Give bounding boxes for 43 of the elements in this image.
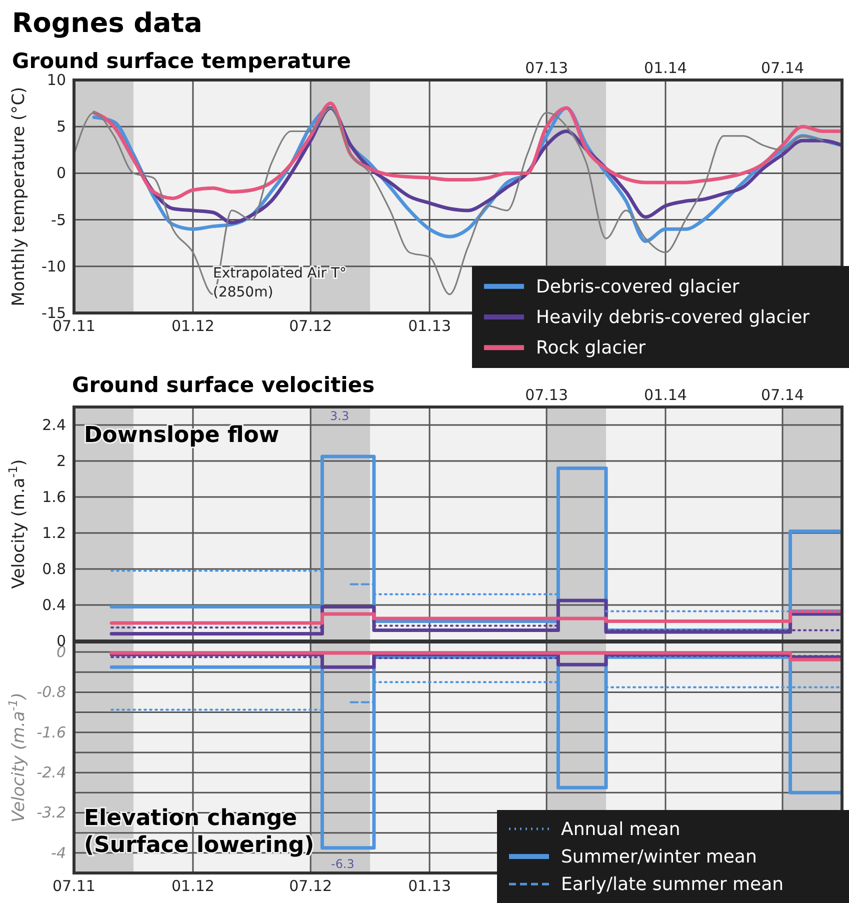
y-tick-label: -4 [51, 844, 66, 862]
chart-subtitle: Ground surface temperature [12, 49, 351, 73]
x-tick-label: 07.11 [52, 877, 96, 895]
y-tick-label: -1.6 [36, 723, 66, 742]
x-tick-label: 07.11 [52, 317, 96, 335]
x-tick-label: 07.14 [761, 386, 804, 404]
line-series [92, 102, 842, 200]
y-tick-label: 1.2 [42, 524, 66, 542]
y-tick-label: -3.2 [36, 804, 66, 822]
x2-tick-label: 07.13 [525, 59, 568, 77]
x-tick-label: 07.12 [289, 877, 332, 895]
legend-label: Rock glacier [536, 338, 646, 359]
legend-label: Early/late summer mean [561, 874, 784, 896]
x-tick-label: 07.12 [289, 317, 332, 335]
y-tick-label: 0.8 [42, 560, 66, 578]
y-tick-label: 2.4 [42, 416, 66, 434]
annotation: -6.3 [331, 857, 354, 871]
annotation: 3.3 [330, 409, 350, 423]
legend-label: Annual mean [561, 818, 680, 840]
y-tick-label: 0.4 [42, 596, 66, 614]
chart-title: Ground surface velocities [72, 373, 375, 397]
legend-label: Debris-covered glacier [536, 276, 740, 298]
x-tick-label: 01.12 [171, 877, 214, 895]
y-tick-label: -2.4 [36, 764, 66, 782]
x-tick-label: 01.12 [171, 317, 214, 335]
x-tick-label: 01.13 [408, 877, 452, 895]
x-tick-label: 07.13 [525, 386, 568, 404]
y-tick-label: 1.6 [42, 488, 66, 506]
y-axis-title: Monthly temperature (°C) [9, 86, 29, 306]
y-tick-label: 10 [46, 71, 66, 89]
x-tick-label: 01.14 [644, 386, 687, 404]
x2-tick-label: 07.14 [761, 59, 804, 77]
x2-tick-label: 01.14 [644, 59, 687, 77]
y-tick-label: 5 [56, 118, 66, 136]
y-tick-label: 2 [56, 452, 66, 470]
chart-title: Rognes data [12, 8, 202, 39]
x-tick-label: 01.13 [408, 317, 452, 335]
y-tick-label: -5 [51, 210, 66, 229]
y-tick-label: 0 [56, 164, 66, 182]
y-tick-label: -10 [42, 257, 66, 276]
legend-label: Heavily debris-covered glacier [536, 307, 810, 328]
y-tick-label: -0.8 [36, 683, 66, 702]
legend-label: Summer/winter mean [561, 846, 757, 868]
